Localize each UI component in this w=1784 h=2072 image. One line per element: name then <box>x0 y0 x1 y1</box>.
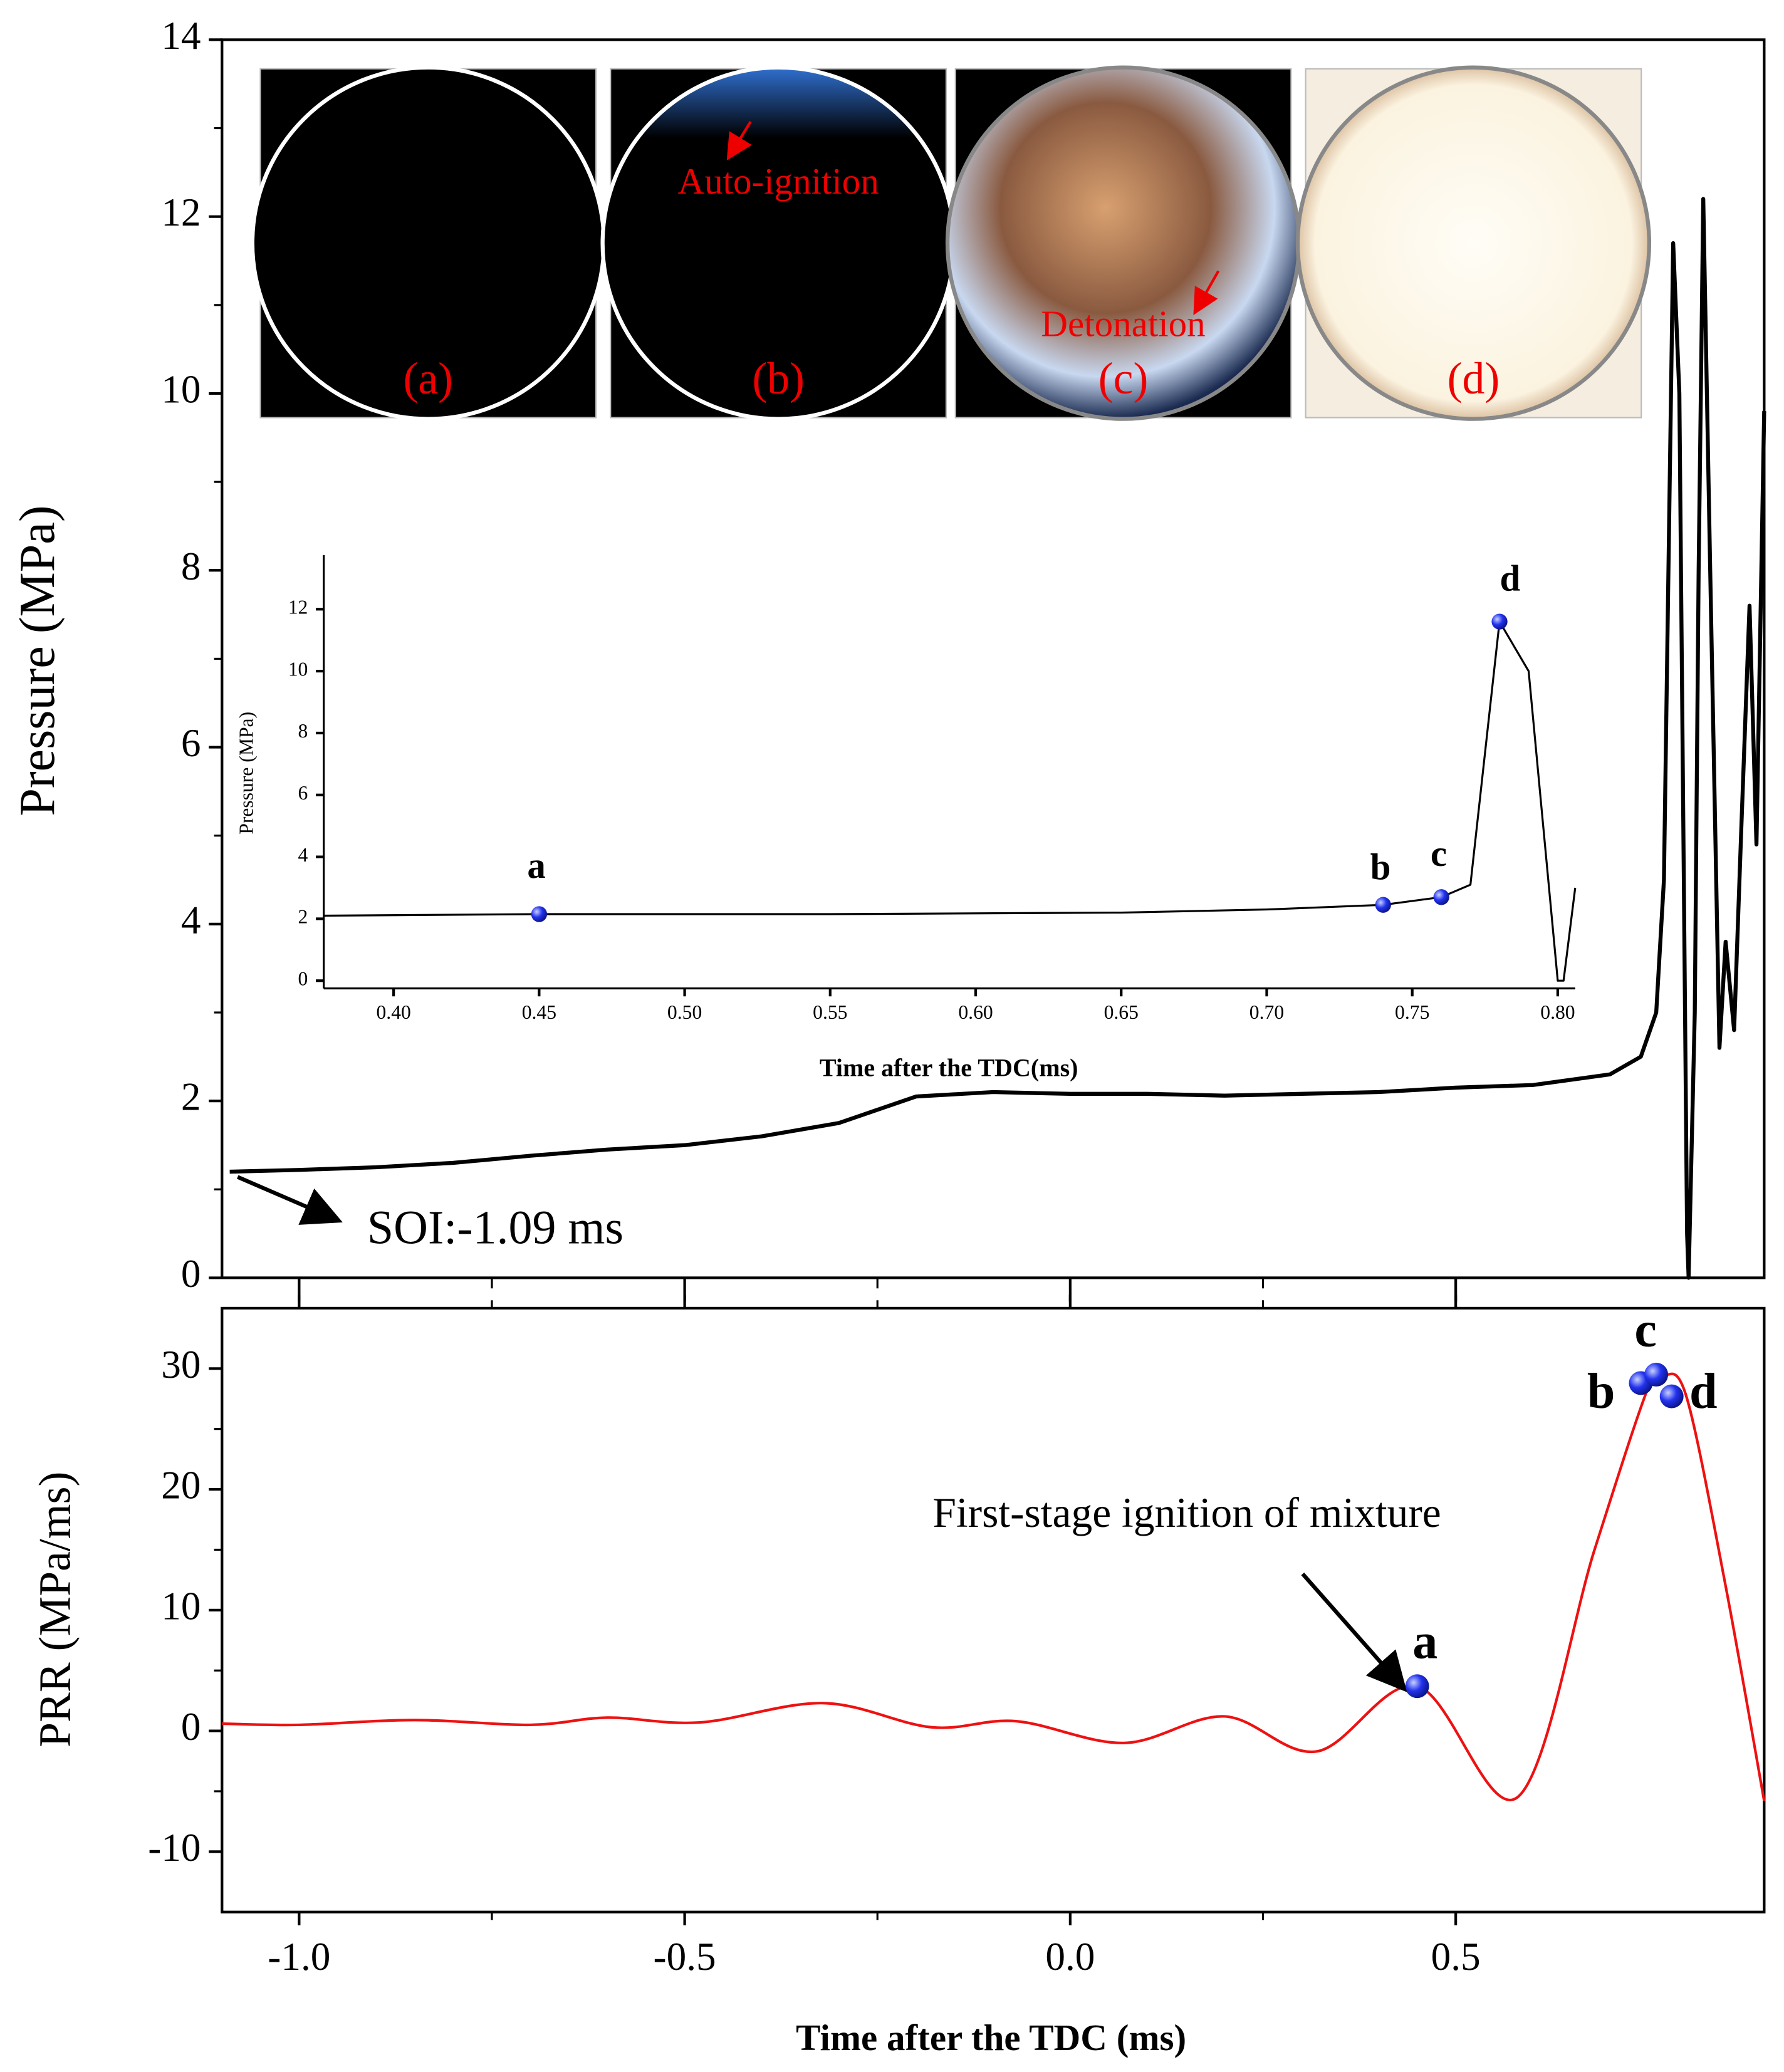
y-tick-label: 8 <box>298 720 308 742</box>
x-axis-label: Time after the TDC (ms) <box>796 2017 1186 2058</box>
x-tick-label: -1.0 <box>268 1935 330 1979</box>
x-tick-label: 0.5 <box>1431 1935 1481 1979</box>
annotation: SOI:-1.09 ms <box>367 1201 623 1254</box>
x-tick-label: 0.75 <box>1395 1001 1429 1023</box>
data-point <box>1375 897 1391 913</box>
x-tick-label: 0.65 <box>1104 1001 1139 1023</box>
y-tick-label: 12 <box>161 190 201 234</box>
x-axis-label: Time after the TDC(ms) <box>820 1054 1078 1082</box>
y-tick-label: 6 <box>181 721 201 765</box>
photo-label: (b) <box>752 353 805 403</box>
annotation: First-stage ignition of mixture <box>932 1489 1441 1536</box>
y-tick-label: 14 <box>161 14 201 58</box>
annotation-arrow <box>1301 1572 1407 1692</box>
annotation-arrow <box>236 1175 343 1225</box>
x-tick-label: 0.0 <box>1045 1935 1095 1979</box>
y-axis-label: Pressure (MPa) <box>236 712 258 835</box>
data-point <box>1644 1362 1669 1387</box>
y-tick-label: 4 <box>181 898 201 942</box>
y-tick-label: 6 <box>298 782 308 804</box>
y-tick-label: 12 <box>288 596 308 618</box>
photo-label: (d) <box>1448 353 1500 403</box>
y-tick-label: 2 <box>181 1075 201 1119</box>
data-line <box>323 620 1577 982</box>
point-label: d <box>1689 1364 1718 1419</box>
photo-label: (c) <box>1098 353 1149 403</box>
y-tick-label: 10 <box>288 658 308 680</box>
y-tick-label: 10 <box>161 1584 201 1628</box>
x-tick-label: 0.60 <box>958 1001 993 1023</box>
y-axis-label: PRR (MPa/ms) <box>29 1472 80 1747</box>
point-label: a <box>1412 1614 1437 1669</box>
y-tick-label: 4 <box>298 844 308 866</box>
point-label: b <box>1587 1364 1615 1419</box>
y-tick-label: 20 <box>161 1464 201 1507</box>
point-label: b <box>1370 846 1391 887</box>
y-tick-label: 0 <box>181 1705 201 1749</box>
photo-arrow <box>726 121 752 161</box>
y-tick-label: 8 <box>181 544 201 588</box>
x-tick-label: 0.50 <box>667 1001 702 1023</box>
photo-arrow <box>1193 270 1220 316</box>
point-label: d <box>1500 557 1520 598</box>
x-tick-label: 0.40 <box>376 1001 410 1023</box>
data-point <box>1405 1674 1429 1699</box>
x-tick-label: 0.45 <box>522 1001 556 1023</box>
photo-annotation: Detonation <box>1041 303 1205 345</box>
data-point <box>1433 889 1449 905</box>
y-axis-label: Pressure (MPa) <box>10 505 65 816</box>
y-tick-label: 0 <box>298 967 308 989</box>
x-tick-label: -0.5 <box>654 1935 716 1979</box>
y-tick-label: 10 <box>161 367 201 411</box>
photo-annotation: Auto-ignition <box>677 160 879 202</box>
photo-chamber <box>1295 65 1652 421</box>
point-label: a <box>527 845 546 886</box>
x-tick-label: 0.80 <box>1540 1001 1575 1023</box>
data-point <box>1659 1384 1684 1408</box>
y-tick-label: 30 <box>161 1343 201 1387</box>
data-line <box>229 197 1766 1280</box>
y-tick-label: 0 <box>181 1252 201 1296</box>
point-label: c <box>1431 833 1447 874</box>
photo-label: (a) <box>403 353 453 403</box>
y-tick-label: -10 <box>148 1826 201 1870</box>
x-tick-label: 0.70 <box>1249 1001 1284 1023</box>
plot-frame <box>221 1306 1766 1913</box>
inset-background <box>323 555 1574 989</box>
point-label: c <box>1634 1303 1657 1358</box>
data-point <box>1491 613 1508 630</box>
data-point <box>531 906 548 922</box>
x-tick-label: 0.55 <box>813 1001 847 1023</box>
y-tick-label: 2 <box>298 906 308 928</box>
data-line <box>222 1367 1766 1801</box>
